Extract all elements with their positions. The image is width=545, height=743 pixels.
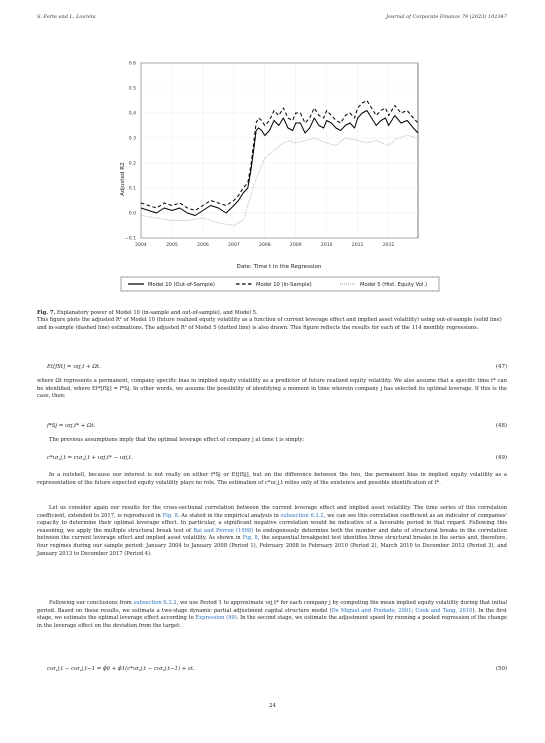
link-fig-8-second[interactable]: Fig. 8 [242,535,258,542]
legend-label: Model 10 (In-Sample) [256,282,312,288]
grid [140,62,418,239]
figure-caption-text: This figure plots the adjusted R² of Mod… [37,317,502,331]
equation-48-body: f*Sj = ισj,t* + Ωt. [47,423,96,429]
y-tick-label: 0.4 [129,111,136,117]
equation-48-number: (48) [495,423,507,429]
equation-47-number: (47) [495,364,507,370]
x-tick-label: 2009 [290,242,302,248]
x-tick-label: 2011 [352,242,364,248]
figure-caption: Fig. 7. Explanatory power of Model 10 (i… [37,310,507,332]
link-expression-49[interactable]: Expression (49) [195,615,237,622]
paragraph-1: where Ωt represents a permanent, company… [37,378,507,400]
legend-box [120,276,440,292]
page-number: 24 [269,703,276,709]
link-fig-8[interactable]: Fig. 8 [162,512,178,519]
equation-50-number: (50) [495,666,507,672]
p4-text-a: Let us consider again our results for th… [37,505,507,519]
p4-text-d: to endogenously determine both the numbe… [37,527,507,542]
x-tick-label: 2010 [321,242,333,248]
link-bai-perron-1998[interactable]: Bai and Perron (1998) [193,527,254,534]
y-tick-label: 0.0 [129,211,136,217]
p4-text-e: , the sequential breakpoint test identif… [37,535,507,557]
x-tick-label: 2012 [383,242,395,248]
equation-47-body: Et[fSt] = ισj,t + Ωt. [47,364,101,370]
series-layer [140,100,419,226]
y-tick-label: 0.5 [129,86,136,92]
p5-text-c: ; [411,607,416,614]
y-axis-ticks: 0.6 0.5 0.4 0.3 0.2 0.1 0.0 −0.1 [125,61,136,242]
equation-49-number: (49) [495,455,507,461]
plot-frame [140,62,419,239]
p5-text-e: . In the second stage, we estimate the a… [37,615,508,629]
y-tick-label: 0.6 [129,61,136,67]
running-header-journal: Journal of Corporate Finance 79 (2023) 1… [386,14,507,20]
series-line-solid [140,110,419,216]
y-tick-label: 0.1 [129,186,136,192]
figure-title: Explanatory power of Model 10 (in-sample… [56,310,258,316]
equation-50-body: cισ,j,t − cισ,j,t−1 = ϕ0 + ϕ1(c*ισ,j,t −… [47,666,195,672]
series-line-dashed [140,100,419,211]
link-de-miguel-pindado-2001[interactable]: De Miguel and Pindado, 2001 [331,607,412,614]
paragraph-4: Let us consider again our results for th… [37,505,507,558]
legend-label: Model 5 (Hist. Equity Vol.) [360,282,427,288]
running-header-authors: S. Forte and L. Lovreta [37,14,96,20]
y-axis-label: Adjusted R2 [120,162,126,196]
paragraph-5: Following our conclusions from subsectio… [37,600,507,630]
p4-text-b: . As stated in the empirical analysis in [177,512,281,519]
legend: Model 10 (Out-of-Sample) Model 10 (In-Sam… [128,282,427,288]
x-tick-label: 2005 [166,242,178,248]
link-cook-tang-2010[interactable]: Cook and Tang, 2010 [415,607,473,614]
link-subsection-6-3-2[interactable]: subsection 6.3.2 [280,512,324,519]
x-tick-label: 2007 [228,242,240,248]
p5-text-d: ). In the first stage, we estimate the o… [37,607,507,622]
equation-49-body: c*ισ,j,t = cισ,j,t + ισj,t* − ισj,t. [47,455,133,461]
x-tick-label: 2006 [197,242,209,248]
series-line-dotted [140,135,419,226]
y-tick-label: 0.3 [129,136,136,142]
x-axis-label: Date: Time t in the Regression [237,264,322,270]
legend-label: Model 10 (Out-of-Sample) [148,282,215,288]
p4-text-c: , we can see this correlation coefficien… [37,512,507,534]
x-axis-ticks: 2004 2005 2006 2007 2008 2009 2010 2011 2012 [135,242,394,248]
paragraph-3: In a nutshell, because our interest is n… [37,472,507,486]
p5-text-b: , we use Period 1 to approximate ισj,t* … [37,600,507,614]
x-tick-label: 2004 [135,242,147,248]
p5-text-a: Following our conclusions from [49,600,134,606]
y-tick-label: 0.2 [129,161,136,167]
paragraph-2: The previous assumptions imply that the … [49,437,305,443]
link-subsection-6-3-2-second[interactable]: subsection 6.3.2 [133,600,177,606]
x-tick-label: 2008 [259,242,271,248]
figure-label: Fig. 7. [37,310,56,316]
figure-7-chart: 0.60.50.40.30.20.10.0−0.1 2004 2005 2006 20… [120,61,440,292]
y-tick-label: −0.1 [125,236,136,242]
